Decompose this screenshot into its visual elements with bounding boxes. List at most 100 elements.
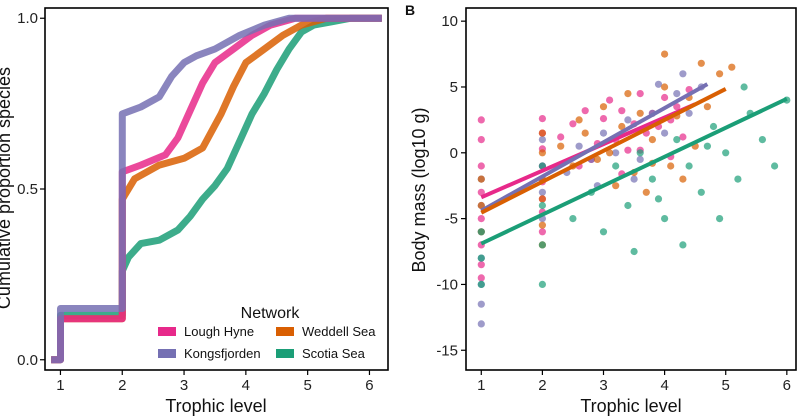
data-point-kongsfjorden [624,116,632,124]
data-point-lough-hyne [618,107,626,115]
data-point-weddell-sea [661,50,669,58]
panel-b-scatter-chart: B 1 2 3 4 5 6 -15 -10 -5 0 5 10 Trophic level Body … [405,2,797,416]
panel-b-points [477,50,791,328]
data-point-lough-hyne [606,96,614,104]
data-point-scotia-sea [477,228,485,236]
data-point-scotia-sea [661,215,669,223]
data-point-lough-hyne [477,261,485,269]
data-point-lough-hyne [624,146,632,154]
data-point-weddell-sea [728,63,736,71]
panel-a-x-axis-title: Trophic level [165,396,266,416]
data-point-weddell-sea [538,195,547,203]
data-point-lough-hyne [538,115,547,123]
data-point-weddell-sea [667,162,675,170]
fit-line-kongsfjorden [480,82,709,213]
panel-a-ticks: 1 2 3 4 5 6 0.0 0.5 1.0 [17,10,373,394]
data-point-scotia-sea [477,254,485,262]
data-point-weddell-sea [599,103,608,111]
data-point-kongsfjorden [673,90,681,98]
data-point-lough-hyne [661,93,669,102]
data-point-scotia-sea [716,215,724,223]
fit-line-scotia-sea [480,97,788,246]
panel-a-x-tick-label: 4 [242,377,250,394]
data-point-scotia-sea [636,149,644,157]
data-point-weddell-sea [661,83,669,91]
data-point-scotia-sea [703,142,712,150]
data-point-lough-hyne [477,116,485,124]
data-point-scotia-sea [624,201,632,210]
data-point-scotia-sea [679,241,687,249]
legend-title: Network [241,305,301,322]
data-point-scotia-sea [697,188,705,196]
panel-b-frame [465,7,797,371]
data-point-kongsfjorden [612,149,620,157]
panel-a-frame [44,7,389,371]
data-point-scotia-sea [538,241,547,249]
data-point-lough-hyne [477,274,485,282]
data-point-weddell-sea [557,142,565,150]
data-point-weddell-sea [624,90,632,98]
series-line-kongsfjorden [51,14,382,364]
data-point-lough-hyne [557,133,565,141]
data-point-weddell-sea [716,70,724,78]
data-point-lough-hyne [599,115,608,123]
panel-a-y-tick-label: 0.0 [17,352,38,369]
legend-background [150,288,386,368]
data-point-scotia-sea [685,162,693,170]
data-point-weddell-sea [581,129,589,137]
panel-a-x-tick-label: 1 [56,377,64,394]
data-point-scotia-sea [648,175,657,183]
data-point-kongsfjorden [654,80,663,88]
data-point-lough-hyne [538,228,547,236]
data-point-scotia-sea [771,162,779,170]
panel-b-x-tick-label: 6 [783,377,791,394]
panel-b-y-tick-label: 0 [450,145,458,162]
panel-b-ticks: 1 2 3 4 5 6 -15 -10 -5 0 5 10 [436,13,791,394]
data-point-kongsfjorden [477,320,485,328]
data-point-kongsfjorden [630,175,638,183]
data-point-scotia-sea [599,228,608,236]
panel-a-y-tick-label: 0.5 [17,181,38,198]
data-point-weddell-sea [679,175,687,183]
data-point-lough-hyne [477,162,485,170]
data-point-scotia-sea [722,149,730,157]
panel-b-x-tick-label: 3 [599,377,607,394]
data-point-scotia-sea [612,162,620,170]
panel-a-x-tick-label: 5 [303,377,311,394]
data-point-scotia-sea [709,122,718,131]
data-point-kongsfjorden [661,129,669,137]
data-point-kongsfjorden [636,155,644,163]
data-point-scotia-sea [477,280,485,288]
data-point-lough-hyne [673,103,681,111]
data-point-lough-hyne [636,90,644,98]
data-point-scotia-sea [740,83,748,91]
data-point-weddell-sea [703,103,712,111]
data-point-scotia-sea [654,195,663,203]
data-point-weddell-sea [593,155,602,163]
data-point-kongsfjorden [685,109,693,117]
panel-b-x-tick-label: 5 [722,377,730,394]
data-point-weddell-sea [477,201,485,210]
legend: Network Lough Hyne Weddell Sea Kongsfjor… [150,288,386,368]
data-point-scotia-sea [758,136,767,144]
panel-b-x-tick-label: 1 [477,377,485,394]
data-point-weddell-sea [612,182,620,190]
data-point-weddell-sea [538,221,547,229]
data-point-weddell-sea [636,109,644,117]
data-point-weddell-sea [606,149,614,157]
data-point-lough-hyne [569,120,577,128]
data-point-kongsfjorden [679,70,687,78]
data-point-weddell-sea [477,175,485,183]
legend-swatch-kongsfjorden [158,349,176,358]
data-point-lough-hyne [477,136,485,144]
legend-label-lough-hyne: Lough Hyne [184,324,254,339]
data-point-weddell-sea [538,129,547,137]
panel-a-x-tick-label: 6 [365,377,373,394]
panel-b-y-tick-label: 5 [450,79,458,96]
legend-swatch-lough-hyne [158,327,176,336]
panel-b-y-tick-label: -5 [445,211,458,228]
data-point-kongsfjorden [575,142,583,150]
data-point-scotia-sea [630,247,638,256]
panel-a-y-tick-label: 1.0 [17,10,38,27]
series-line-lough-hyne [51,14,382,364]
